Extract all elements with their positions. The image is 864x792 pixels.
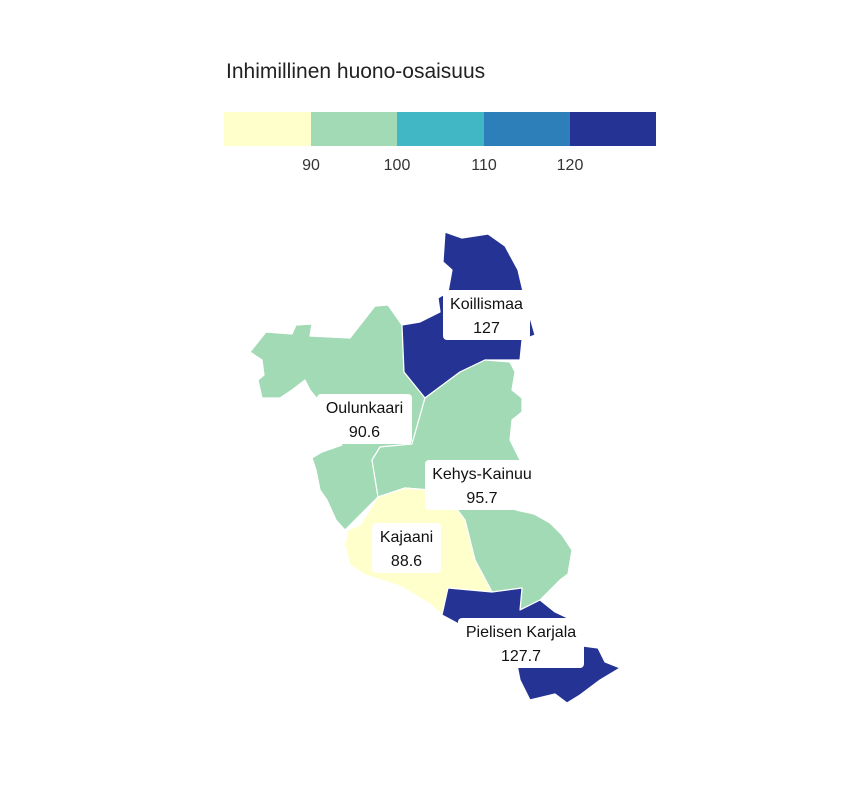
label-koillismaa: Koillismaa 127 <box>443 290 530 340</box>
label-name-kehys-kainuu: Kehys-Kainuu <box>432 466 532 483</box>
legend-swatch-4 <box>570 112 656 146</box>
label-value-kehys-kainuu: 95.7 <box>466 490 497 507</box>
legend: Inhimillinen huono-osaisuus 90 100 110 1… <box>224 60 656 174</box>
legend-swatch-2 <box>397 112 484 146</box>
label-value-kajaani: 88.6 <box>391 553 422 570</box>
label-value-pielisen-karjala: 127.7 <box>501 648 541 665</box>
region-labels: Koillismaa 127 Oulunkaari 90.6 Kehys-Kai… <box>317 290 584 668</box>
legend-tick-120: 120 <box>557 157 584 174</box>
legend-tick-110: 110 <box>471 157 497 174</box>
label-name-pielisen-karjala: Pielisen Karjala <box>466 624 576 641</box>
legend-tick-100: 100 <box>384 157 411 174</box>
legend-swatch-3 <box>484 112 570 146</box>
label-kehys-kainuu: Kehys-Kainuu 95.7 <box>425 460 539 510</box>
legend-title: Inhimillinen huono-osaisuus <box>226 60 485 83</box>
legend-swatch-1 <box>311 112 397 146</box>
label-name-kajaani: Kajaani <box>380 529 433 546</box>
label-kajaani: Kajaani 88.6 <box>372 523 441 573</box>
label-pielisen-karjala: Pielisen Karjala 127.7 <box>458 618 584 668</box>
label-value-oulunkaari: 90.6 <box>349 424 380 441</box>
legend-tick-90: 90 <box>302 157 320 174</box>
label-name-koillismaa: Koillismaa <box>450 296 523 313</box>
legend-swatch-0 <box>224 112 311 146</box>
label-oulunkaari: Oulunkaari 90.6 <box>317 394 412 444</box>
label-name-oulunkaari: Oulunkaari <box>326 400 403 417</box>
label-value-koillismaa: 127 <box>473 320 500 337</box>
